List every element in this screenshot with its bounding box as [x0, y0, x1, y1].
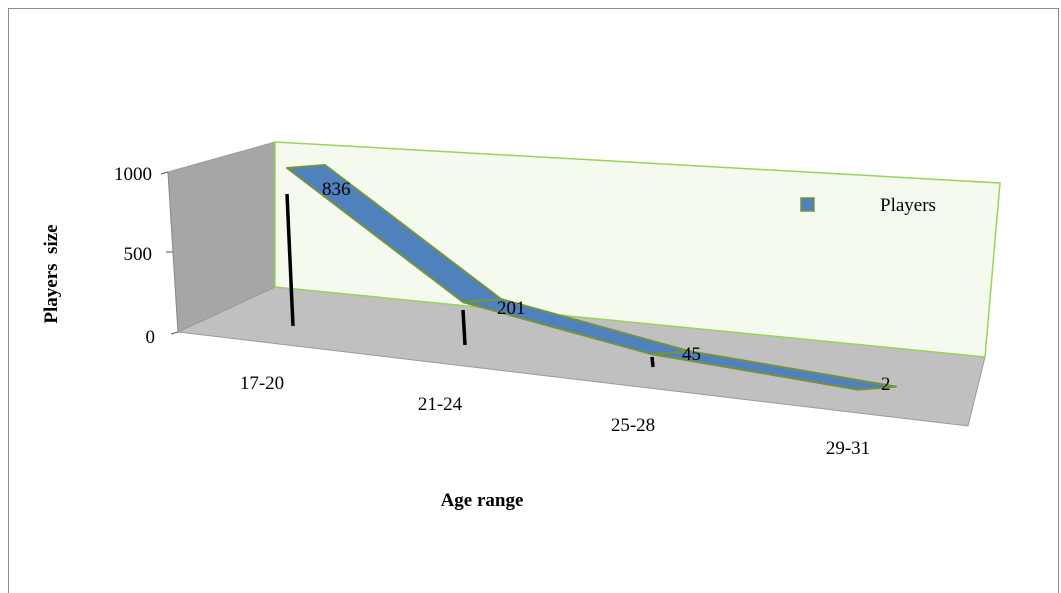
data-label: 836 — [322, 179, 351, 200]
x-tick-label: 17-20 — [240, 373, 284, 394]
data-label: 201 — [497, 298, 526, 319]
back-wall — [274, 141, 1001, 358]
legend-swatch — [800, 197, 815, 212]
y-tick-label: 500 — [124, 244, 153, 265]
players-series — [286, 164, 897, 391]
drop-line — [461, 309, 467, 346]
x-tick-label: 21-24 — [418, 394, 463, 415]
y-tick-label: 1000 — [114, 164, 152, 185]
x-axis-title: Age range — [441, 490, 524, 511]
legend-label: Players — [880, 195, 936, 216]
drop-lines — [285, 193, 655, 368]
plot-area — [167, 141, 1001, 427]
data-label: 2 — [881, 374, 891, 395]
data-labels: 836 201 45 2 — [322, 179, 891, 395]
drop-line — [650, 356, 655, 368]
x-tick-label: 29-31 — [826, 438, 870, 459]
ribbon-segment — [651, 350, 897, 391]
x-tick-label: 25-28 — [611, 415, 655, 436]
y-tick-mark — [170, 331, 179, 335]
y-tick-label: 0 — [146, 327, 156, 348]
drop-line — [285, 193, 295, 327]
y-axis-title: Players size — [41, 224, 62, 323]
y-axis: 1000 500 0 — [114, 164, 179, 348]
x-axis: 17-20 21-24 25-28 29-31 — [240, 373, 870, 459]
legend: Players — [800, 195, 936, 216]
data-label: 45 — [682, 344, 701, 365]
y-tick-mark — [160, 171, 169, 175]
